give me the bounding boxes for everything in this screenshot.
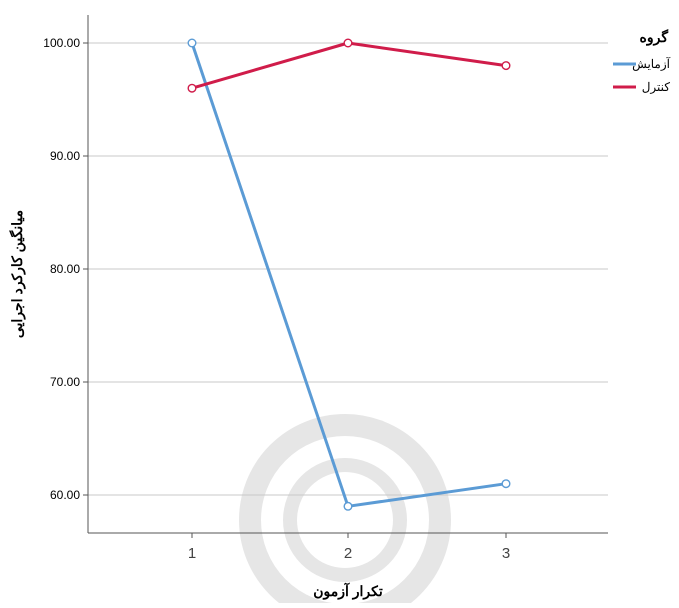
series-line-1: [191, 41, 507, 90]
data-point: [343, 38, 353, 48]
y-tick-label: 90.00: [50, 149, 80, 163]
legend-label: آزمایش: [632, 56, 671, 71]
legend: گروه آزمایش کنترل: [613, 29, 671, 94]
data-point: [343, 501, 353, 511]
legend-label: کنترل: [642, 80, 671, 94]
legend-title: گروه: [640, 29, 669, 46]
x-tick-label: 2: [344, 545, 352, 562]
y-tick-label: 100.00: [43, 36, 80, 50]
y-tick-labels: 60.00 70.00 80.00 90.00 100.00: [43, 36, 80, 502]
y-tick-label: 60.00: [50, 488, 80, 502]
x-tick-label: 3: [502, 545, 510, 562]
y-axis-title: میانگین کارکرد اجرایی: [9, 210, 26, 338]
data-point: [501, 61, 511, 71]
series-line-0: [190, 42, 507, 508]
y-tick-label: 80.00: [50, 262, 80, 276]
grid-layer: [83, 42, 608, 496]
x-tick-label: 1: [188, 545, 196, 562]
data-point: [187, 38, 197, 48]
data-point: [187, 83, 197, 93]
series-layer: [187, 38, 511, 511]
data-point: [501, 479, 511, 489]
legend-items: آزمایش کنترل: [613, 56, 671, 94]
watermark-ornament: [239, 414, 451, 608]
x-tick-labels: 1 2 3: [188, 533, 510, 562]
x-axis-title: تکرار آزمون: [313, 582, 383, 600]
y-tick-label: 70.00: [50, 375, 80, 389]
